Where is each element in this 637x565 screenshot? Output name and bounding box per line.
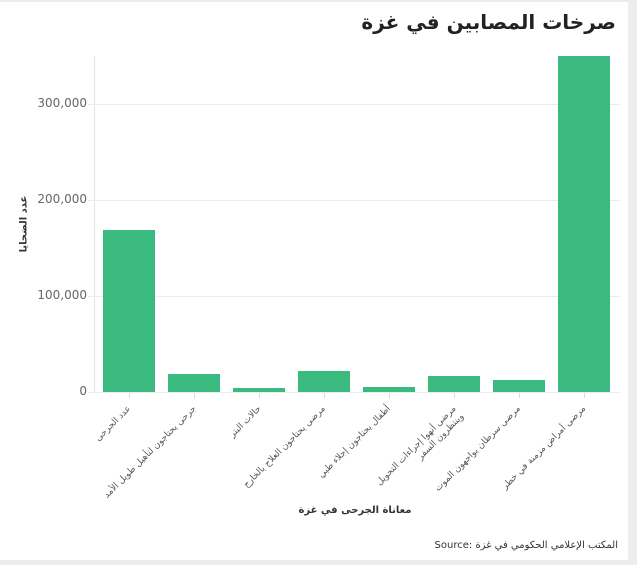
bar[interactable] xyxy=(298,371,350,392)
x-tick xyxy=(584,393,585,398)
bar[interactable] xyxy=(363,387,415,392)
gridline xyxy=(88,392,621,393)
bar[interactable] xyxy=(233,388,285,392)
y-tick-label: 200,000 xyxy=(37,192,87,206)
source-note: Source: المكتب الإعلامي الحكومي في غزة xyxy=(434,540,618,551)
x-tick xyxy=(389,393,390,398)
gridline xyxy=(88,104,621,105)
bar[interactable] xyxy=(103,230,155,392)
bar[interactable] xyxy=(493,380,545,392)
y-tick-label: 300,000 xyxy=(37,96,87,110)
x-tick xyxy=(324,393,325,398)
chart-card: صرخات المصابين في غزة عدد الضحايا 0 100,0… xyxy=(0,0,628,560)
bar[interactable] xyxy=(168,374,220,392)
x-tick xyxy=(454,393,455,398)
gridline xyxy=(88,200,621,201)
gridline xyxy=(88,296,621,297)
chart-title: صرخات المصابين في غزة xyxy=(361,10,616,34)
x-tick xyxy=(194,393,195,398)
y-tick-label: 0 xyxy=(79,384,87,398)
x-tick xyxy=(259,393,260,398)
bar[interactable] xyxy=(428,376,480,392)
x-axis-label: معاناة الجرحى في غزة xyxy=(298,505,412,516)
x-tick-label: حالات البتر xyxy=(227,404,264,440)
y-tick-label: 100,000 xyxy=(37,288,87,302)
y-axis-line xyxy=(94,56,95,393)
x-tick-label: عدد الجرحى xyxy=(93,404,134,444)
x-tick xyxy=(519,393,520,398)
bar[interactable] xyxy=(558,56,610,392)
x-tick-label: أطفال يحتاجون إجلاء طبي xyxy=(316,404,394,481)
x-tick xyxy=(129,393,130,398)
plot-area: عدد الضحايا 0 100,000 200,000 300,000 عدد ال… xyxy=(0,2,628,562)
